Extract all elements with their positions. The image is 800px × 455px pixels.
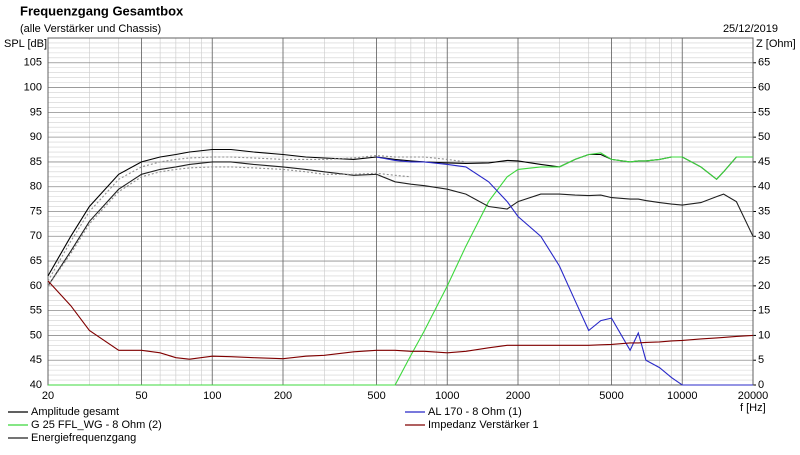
y2-tick-label: 15	[758, 305, 770, 317]
series-line	[376, 156, 753, 386]
legend-label: G 25 FFL_WG - 8 Ohm (2)	[31, 419, 162, 431]
y2-tick-label: 40	[758, 181, 770, 193]
y-tick-label: 105	[24, 57, 42, 69]
x-tick-label: 100	[203, 390, 221, 402]
series-line	[47, 280, 754, 360]
x-tick-label: 10000	[667, 390, 698, 402]
x-tick-label: 1000	[435, 390, 459, 402]
y-tick-label: 100	[24, 81, 42, 93]
y2-tick-label: 10	[758, 329, 770, 341]
y-tick-label: 55	[30, 305, 42, 317]
x-tick-label: 20	[42, 390, 54, 402]
date: 25/12/2019	[723, 23, 778, 35]
chart-subtitle: (alle Verstärker und Chassis)	[20, 23, 161, 35]
y2-tick-label: 25	[758, 255, 770, 267]
y2-tick-label: 5	[758, 354, 764, 366]
series-line	[48, 152, 753, 386]
x-tick-label: 20000	[738, 390, 769, 402]
y-tick-label: 75	[30, 205, 42, 217]
x-axis-label: f [Hz]	[740, 402, 766, 414]
y2-tick-label: 50	[758, 131, 770, 143]
x-tick-label: 50	[135, 390, 147, 402]
x-tick-label: 500	[367, 390, 385, 402]
y2-tick-label: 20	[758, 280, 770, 292]
x-tick-label: 2000	[506, 390, 530, 402]
legend-label: Impedanz Verstärker 1	[428, 419, 539, 431]
y-tick-label: 90	[30, 131, 42, 143]
y2-tick-label: 55	[758, 106, 770, 118]
legend-label: AL 170 - 8 Ohm (1)	[428, 406, 522, 418]
y2-tick-label: 30	[758, 230, 770, 242]
plot-frame	[47, 37, 754, 386]
x-tick-label: 200	[274, 390, 292, 402]
series-line	[47, 154, 466, 282]
y-tick-label: 50	[30, 329, 42, 341]
legend-label: Amplitude gesamt	[31, 406, 119, 418]
y2-tick-label: 60	[758, 81, 770, 93]
y-tick-label: 65	[30, 255, 42, 267]
y-tick-label: 80	[30, 181, 42, 193]
x-tick-label: 5000	[599, 390, 623, 402]
y2-tick-label: 0	[758, 379, 764, 391]
chart-title: Frequenzgang Gesamtbox	[20, 3, 184, 18]
y-tick-label: 70	[30, 230, 42, 242]
y2-axis-label: Z [Ohm]	[756, 38, 796, 50]
y-tick-label: 60	[30, 280, 42, 292]
y-tick-label: 85	[30, 156, 42, 168]
y-axis-label: SPL [dB]	[4, 38, 47, 50]
y-tick-label: 40	[30, 379, 42, 391]
y2-tick-label: 65	[758, 57, 770, 69]
y-tick-label: 95	[30, 106, 42, 118]
y2-tick-label: 45	[758, 156, 770, 168]
legend-label: Energiefrequenzgang	[31, 432, 136, 444]
y2-tick-label: 35	[758, 205, 770, 217]
y-tick-label: 45	[30, 354, 42, 366]
series-line	[47, 161, 754, 287]
